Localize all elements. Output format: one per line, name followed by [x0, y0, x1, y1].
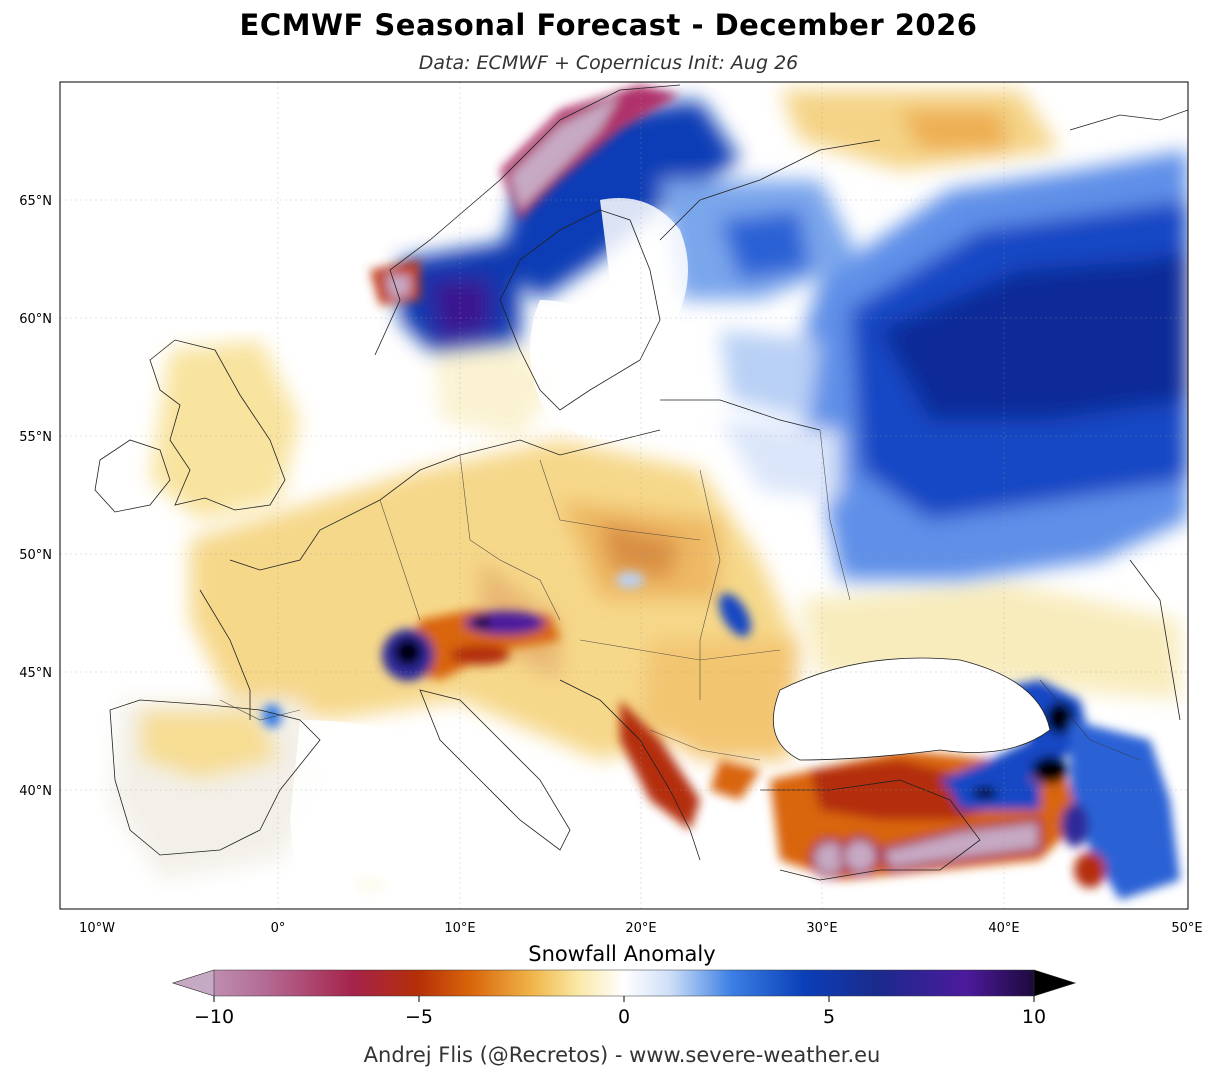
page-title: ECMWF Seasonal Forecast - December 2026: [239, 8, 978, 42]
lat-label: 65°N: [19, 194, 52, 209]
colorbar: [172, 969, 1076, 1002]
lat-label: 50°N: [19, 548, 52, 563]
coastlines: [94, 84, 1188, 881]
lon-label: 30°E: [806, 921, 837, 936]
lon-label: 10°W: [79, 921, 115, 936]
colorbar-tick: 0: [617, 1006, 631, 1028]
colorbar-tick: 5: [822, 1006, 836, 1028]
colorbar-tick: −10: [193, 1006, 235, 1028]
borders: [219, 429, 1141, 761]
lon-label: 50°E: [1171, 921, 1202, 936]
colorbar-tick: 10: [1021, 1006, 1047, 1028]
map-frame: [59, 81, 1189, 910]
lon-label: 20°E: [625, 921, 656, 936]
colorbar-label: Snowfall Anomaly: [528, 942, 716, 966]
anomaly-field: [60, 82, 1188, 909]
graticule: [60, 82, 1188, 909]
lat-label: 55°N: [19, 430, 52, 445]
lon-label: 40°E: [988, 921, 1019, 936]
credit-line: Andrej Flis (@Recretos) - www.severe-wea…: [363, 1043, 881, 1067]
colorbar-tick: −5: [404, 1006, 434, 1028]
lat-label: 40°N: [19, 784, 52, 799]
lat-label: 45°N: [19, 666, 52, 681]
lat-label: 60°N: [19, 312, 52, 327]
lon-label: 0°: [271, 921, 286, 936]
lon-label: 10°E: [444, 921, 475, 936]
page-subtitle: Data: ECMWF + Copernicus Init: Aug 26: [418, 52, 799, 74]
